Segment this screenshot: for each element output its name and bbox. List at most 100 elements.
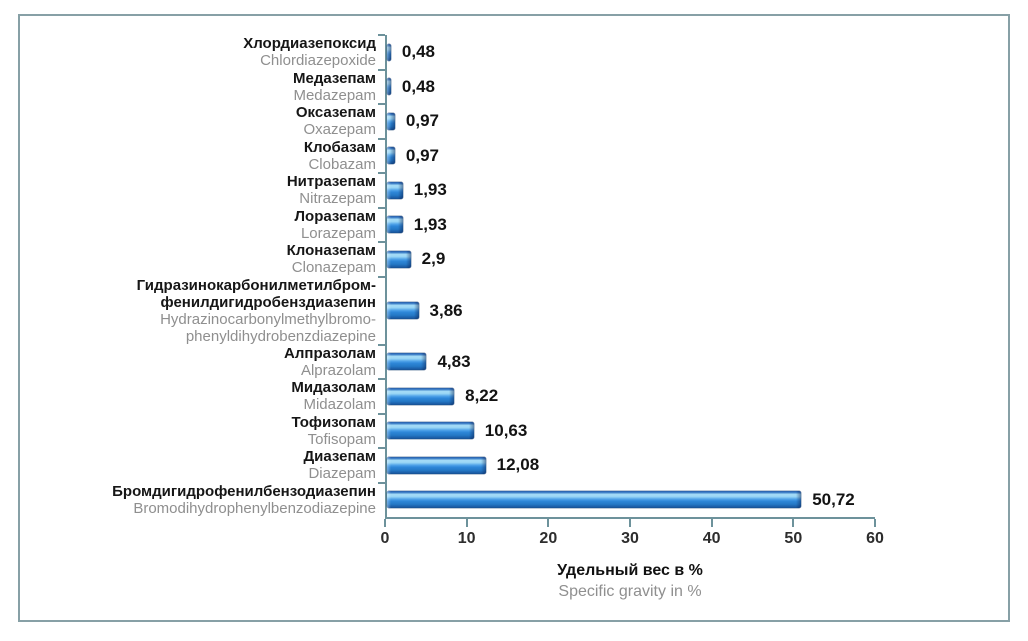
x-axis-tick-label: 20 xyxy=(539,530,558,547)
bar-row: Лоразепам Lorazepam 1,93 xyxy=(20,206,1008,242)
category-label-ru: Клоназепам xyxy=(286,242,376,260)
bar-row: Оксазепам Oxazepam 0,97 xyxy=(20,103,1008,139)
x-axis-tick xyxy=(629,519,631,527)
category-label-ru: Алпразолам xyxy=(284,344,376,362)
bar-cell: 2,9 xyxy=(378,241,877,277)
category-label-en: Lorazepam xyxy=(300,224,376,242)
category-label-ru: Лоразепам xyxy=(294,207,376,225)
category-labels: Мидазолам Midazolam xyxy=(20,379,385,413)
bar-cell: 4,83 xyxy=(378,343,877,379)
category-label-en: Medazepam xyxy=(293,86,376,104)
bar-value-label: 50,72 xyxy=(812,489,855,509)
bar-row: Клоназепам Clonazepam 2,9 xyxy=(20,241,1008,277)
category-label-ru: Нитразепам xyxy=(286,173,376,191)
x-axis-tick xyxy=(547,519,550,527)
x-axis-title-en: Specific gravity in % xyxy=(558,583,702,600)
category-labels: Клоназепам Clonazepam xyxy=(20,242,385,276)
category-label-ru: Диазепам xyxy=(303,448,376,466)
bar-row: Мидазолам Midazolam 8,22 xyxy=(20,378,1008,414)
category-label-ru: Клобазам xyxy=(303,138,376,156)
bar-cell: 10,63 xyxy=(378,412,877,448)
category-label-ru: Мидазолам xyxy=(291,379,376,397)
bar xyxy=(387,147,395,165)
x-axis-tick-label: 40 xyxy=(702,530,721,547)
category-label-ru: Тофизопам xyxy=(291,413,376,431)
bar-value-label: 4,83 xyxy=(437,351,471,371)
bar-value-label: 0,97 xyxy=(405,111,439,131)
x-axis-tick xyxy=(792,519,795,527)
bar-row: Гидразинокарбонилметилбром- фенилдигидро… xyxy=(20,275,1008,345)
category-labels: Клобазам Clobazam xyxy=(20,139,385,173)
bar-row: Клобазам Clobazam 0,97 xyxy=(20,137,1008,173)
bar xyxy=(387,491,802,509)
x-axis-line xyxy=(384,517,876,528)
bar-cell: 0,97 xyxy=(378,137,877,173)
bar-value-label: 8,22 xyxy=(465,386,499,406)
bar-row: Медазепам Medazepam 0,48 xyxy=(20,68,1008,104)
category-label-en: Tofisopam xyxy=(307,430,376,448)
x-axis-tick-label: 10 xyxy=(457,530,476,547)
bar-value-label: 12,08 xyxy=(496,455,540,475)
category-label-en: Chlordiazepoxide xyxy=(260,52,376,70)
category-labels: Нитразепам Nitrazepam xyxy=(20,173,385,207)
category-label-en: Nitrazepam xyxy=(299,190,376,208)
bar-value-label: 0,97 xyxy=(405,145,439,165)
bar xyxy=(387,78,391,96)
bar-value-label: 3,86 xyxy=(429,300,463,320)
bar-value-label: 1,93 xyxy=(413,214,447,234)
bar xyxy=(387,112,395,130)
bar xyxy=(387,181,403,199)
category-label-en: Bromodihydrophenylbenzodiazepine xyxy=(133,499,376,517)
bar xyxy=(387,456,486,474)
bar-cell: 0,48 xyxy=(378,68,877,104)
bar xyxy=(387,353,427,371)
x-axis-tick xyxy=(384,519,386,527)
x-axis-tick-label: 50 xyxy=(784,530,803,547)
bar-row: Тофизопам Tofisopam 10,63 xyxy=(20,412,1008,448)
bar-cell: 50,72 xyxy=(378,481,877,517)
chart-frame: Хлордиазепоксид Chlordiazepoxide 0,48 Ме… xyxy=(18,14,1010,622)
x-axis-tick-label: 30 xyxy=(621,530,639,547)
bar xyxy=(387,43,391,61)
category-labels: Оксазепам Oxazepam xyxy=(20,104,385,138)
bar-cell: 0,97 xyxy=(378,103,877,139)
bar-row: Нитразепам Nitrazepam 1,93 xyxy=(20,172,1008,208)
category-label-ru: Гидразинокарбонилметилбром- фенилдигидро… xyxy=(136,276,376,311)
category-label-en: Clonazepam xyxy=(291,259,376,277)
x-axis-title: Удельный вес в % Specific gravity in % xyxy=(385,560,875,602)
category-label-ru: Хлордиазепоксид xyxy=(243,35,376,53)
category-labels: Тофизопам Tofisopam xyxy=(20,414,385,448)
x-axis-title-ru: Удельный вес в % xyxy=(557,562,703,579)
category-labels: Гидразинокарбонилметилбром- фенилдигидро… xyxy=(20,277,385,345)
bar-row: Алпразолам Alprazolam 4,83 xyxy=(20,343,1008,379)
bar-value-label: 0,48 xyxy=(401,76,435,96)
bar-value-label: 1,93 xyxy=(413,180,447,200)
category-label-ru: Бромдигидрофенилбензодиазепин xyxy=(112,482,376,500)
bar xyxy=(387,422,474,440)
bar-cell: 0,48 xyxy=(378,34,877,70)
category-label-en: Midazolam xyxy=(303,396,376,414)
x-axis-tick xyxy=(710,519,713,527)
category-label-en: Alprazolam xyxy=(300,361,376,379)
x-axis-tick-labels: 0 10 20 30 40 50 60 xyxy=(381,528,884,552)
category-labels: Лоразепам Lorazepam xyxy=(20,208,385,242)
bar-row: Диазепам Diazepam 12,08 xyxy=(20,447,1008,483)
bar xyxy=(387,302,419,319)
bar xyxy=(387,387,455,405)
bar-cell: 12,08 xyxy=(378,447,877,483)
bar-cell: 8,22 xyxy=(378,378,877,414)
category-labels: Медазепам Medazepam xyxy=(20,70,385,104)
bar-row: Бромдигидрофенилбензодиазепин Bromodihyd… xyxy=(20,481,1008,517)
bar xyxy=(387,250,411,268)
bar-cell: 1,93 xyxy=(378,206,877,242)
category-label-en: Clobazam xyxy=(308,155,376,173)
category-labels: Хлордиазепоксид Chlordiazepoxide xyxy=(20,35,385,69)
category-label-en: Hydrazinocarbonylmethylbromo- phenyldihy… xyxy=(160,310,376,345)
plot-area: Хлордиазепоксид Chlordiazepoxide 0,48 Ме… xyxy=(20,34,1008,517)
x-axis-tick-label: 0 xyxy=(380,530,390,547)
bar-value-label: 0,48 xyxy=(401,42,435,62)
category-labels: Диазепам Diazepam xyxy=(20,448,385,482)
category-labels: Алпразолам Alprazolam xyxy=(20,345,385,379)
bar-value-label: 2,9 xyxy=(421,249,446,269)
bar-chart: Хлордиазепоксид Chlordiazepoxide 0,48 Ме… xyxy=(20,16,1008,602)
